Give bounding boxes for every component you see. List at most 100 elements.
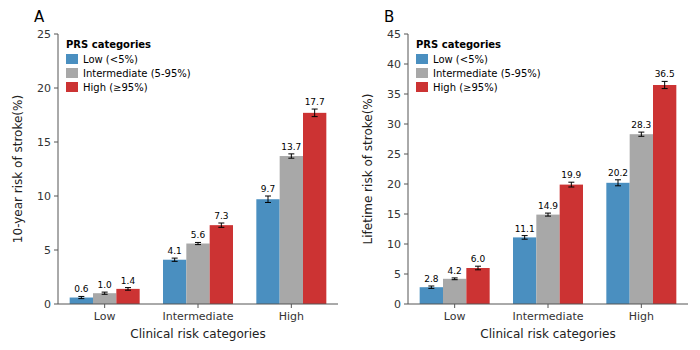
data-label: 5.6: [191, 230, 206, 240]
error-cap: [172, 261, 178, 262]
bar: [93, 293, 116, 304]
error-bar: [218, 223, 224, 227]
legend-label: High (≥95%): [83, 82, 148, 93]
error-cap: [545, 213, 551, 214]
error-cap: [638, 136, 644, 137]
bar: [606, 183, 629, 304]
error-cap: [218, 227, 224, 228]
bar: [163, 260, 186, 304]
error-cap: [288, 158, 294, 159]
error-line: [524, 236, 525, 240]
panel: 05101520250.64.19.71.05.613.71.47.317.7L…: [11, 8, 338, 341]
legend-swatch: [66, 82, 78, 92]
error-bar: [288, 154, 294, 158]
panel-title: A: [34, 8, 45, 26]
error-cap: [568, 187, 574, 188]
bar: [420, 287, 443, 304]
y-tick: [404, 154, 408, 155]
legend-swatch: [416, 82, 428, 92]
error-bar: [125, 288, 131, 291]
y-tick-label: 20: [37, 82, 51, 95]
chart-root: 05101520250.64.19.71.05.613.71.47.317.7L…: [0, 0, 700, 350]
y-tick: [404, 34, 408, 35]
y-tick: [404, 304, 408, 305]
bar: [280, 156, 303, 304]
data-label: 4.1: [168, 246, 182, 256]
x-tick-label: Low: [444, 310, 466, 323]
y-axis-line: [408, 34, 409, 304]
y-tick-label: 0: [394, 298, 401, 311]
error-bar: [638, 132, 644, 136]
error-line: [268, 196, 269, 202]
error-line: [641, 132, 642, 136]
error-bar: [312, 109, 318, 117]
bar: [303, 113, 326, 304]
bars: [70, 109, 327, 304]
error-cap: [615, 185, 621, 186]
x-tick: [641, 304, 642, 308]
y-axis-label: Lifetime risk of stroke(%): [361, 94, 375, 245]
y-tick-label: 20: [387, 178, 401, 191]
error-cap: [265, 196, 271, 197]
x-axis-label: Clinical risk categories: [480, 327, 615, 341]
y-tick: [404, 94, 408, 95]
data-label: 13.7: [281, 142, 301, 152]
error-bar: [545, 213, 551, 216]
error-line: [478, 266, 479, 270]
bar: [116, 289, 139, 304]
chart-svg: 05101520250.64.19.71.05.613.71.47.317.7L…: [0, 0, 700, 350]
legend-swatch: [416, 54, 428, 64]
x-tick: [454, 304, 455, 308]
error-cap: [568, 182, 574, 183]
legend-label: Intermediate (5-95%): [433, 68, 541, 79]
error-cap: [312, 116, 318, 117]
legend-swatch: [416, 68, 428, 78]
y-tick-label: 45: [387, 28, 401, 41]
y-tick: [404, 244, 408, 245]
x-tick: [104, 304, 105, 308]
data-labels: 0.64.19.71.05.613.71.47.317.7: [74, 97, 325, 294]
y-tick-label: 35: [387, 88, 401, 101]
error-cap: [475, 269, 481, 270]
error-bar: [452, 278, 458, 280]
y-tick-label: 5: [394, 268, 401, 281]
error-bar: [78, 296, 84, 298]
error-cap: [195, 244, 201, 245]
bar: [186, 244, 209, 304]
data-label: 14.9: [538, 201, 558, 211]
error-bar: [172, 258, 178, 261]
y-tick: [54, 142, 58, 143]
legend-swatch: [66, 68, 78, 78]
error-cap: [662, 88, 668, 89]
error-cap: [615, 179, 621, 180]
error-cap: [125, 287, 131, 288]
x-tick-label: Low: [94, 310, 116, 323]
data-label: 20.2: [608, 168, 628, 178]
error-bar: [522, 236, 528, 240]
error-cap: [452, 277, 458, 278]
error-cap: [428, 286, 434, 287]
error-cap: [102, 294, 108, 295]
bar: [536, 215, 559, 304]
error-bar: [265, 196, 271, 202]
bar: [653, 85, 676, 304]
error-cap: [475, 266, 481, 267]
x-tick: [548, 304, 549, 308]
y-tick-label: 25: [37, 28, 51, 41]
legend-label: Intermediate (5-95%): [83, 68, 191, 79]
error-cap: [545, 216, 551, 217]
y-tick-label: 25: [387, 148, 401, 161]
y-tick: [404, 184, 408, 185]
error-bar: [475, 266, 481, 270]
error-cap: [428, 288, 434, 289]
error-cap: [78, 298, 84, 299]
data-label: 6.0: [471, 254, 486, 264]
error-cap: [638, 132, 644, 133]
error-cap: [522, 235, 528, 236]
y-tick-label: 40: [387, 58, 401, 71]
data-label: 2.8: [424, 274, 439, 284]
error-cap: [218, 223, 224, 224]
error-bar: [195, 242, 201, 244]
bar: [630, 134, 653, 304]
y-tick-label: 5: [44, 244, 51, 257]
